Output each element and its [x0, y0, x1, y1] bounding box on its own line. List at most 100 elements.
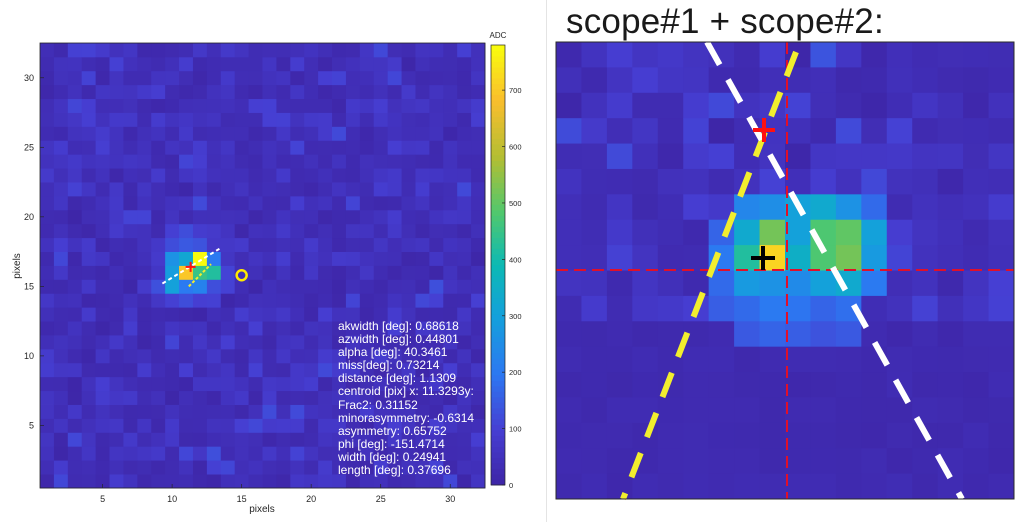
heatmap-cell — [40, 223, 55, 239]
zoom-heatmap-cell — [556, 473, 582, 500]
heatmap-cell — [457, 404, 472, 419]
zoom-heatmap-cell — [657, 118, 684, 145]
zoom-heatmap-cell — [912, 118, 939, 145]
heatmap-cell — [373, 209, 389, 225]
heatmap-cell — [165, 279, 180, 294]
zoom-heatmap-cell — [657, 92, 684, 119]
heatmap-cell — [457, 195, 472, 211]
heatmap-cell — [387, 209, 402, 225]
heatmap-cell — [81, 182, 97, 197]
heatmap-cell — [165, 112, 180, 127]
zoom-heatmap-cell — [581, 42, 608, 68]
heatmap-cell — [318, 307, 333, 322]
heatmap-cell — [137, 43, 152, 58]
heatmap-cell — [415, 140, 430, 155]
heatmap-cell — [471, 70, 486, 86]
heatmap-cell — [81, 195, 97, 211]
heatmap-cell — [53, 112, 69, 127]
heatmap-cell — [373, 390, 389, 405]
heatmap-cell — [151, 209, 166, 225]
heatmap-cell — [53, 70, 69, 86]
heatmap-cell — [359, 209, 375, 225]
heatmap-cell — [443, 348, 458, 364]
zoom-heatmap-cell — [937, 118, 964, 145]
heatmap-cell — [457, 376, 472, 392]
heatmap-cell — [109, 376, 124, 392]
heatmap-cell — [443, 279, 458, 294]
heatmap-cell — [290, 404, 305, 419]
heatmap-cell — [415, 432, 430, 447]
y-tick-label: 20 — [24, 212, 34, 222]
heatmap-cell — [345, 168, 361, 183]
heatmap-cell — [429, 70, 444, 86]
heatmap-cell — [123, 390, 138, 405]
heatmap-cell — [373, 43, 389, 58]
heatmap-cell — [359, 70, 375, 86]
heatmap-cell — [53, 251, 69, 266]
heatmap-cell — [40, 43, 55, 58]
heatmap-cell — [165, 182, 180, 197]
heatmap-cell — [81, 43, 97, 58]
heatmap-cell — [40, 98, 55, 113]
heatmap-cell — [220, 195, 236, 211]
heatmap-cell — [95, 265, 110, 280]
heatmap-cell — [415, 43, 430, 58]
zoom-heatmap-cell — [988, 295, 1015, 322]
heatmap-cell — [192, 140, 208, 155]
heatmap-cell — [373, 56, 389, 72]
heatmap-cell — [262, 154, 277, 169]
heatmap-cell — [304, 168, 319, 183]
zoom-heatmap-cell — [886, 168, 913, 195]
heatmap-cell — [373, 335, 389, 350]
heatmap-cell — [248, 168, 263, 183]
zoom-heatmap-cell — [683, 92, 710, 119]
heatmap-cell — [95, 348, 110, 364]
heatmap-cell — [443, 293, 458, 308]
heatmap-cell — [415, 223, 430, 239]
heatmap-cell — [248, 404, 263, 419]
heatmap-cell — [137, 182, 152, 197]
heatmap-cell — [248, 223, 263, 239]
heatmap-cell — [192, 404, 208, 419]
heatmap-cell — [67, 460, 83, 475]
x-tick-label: 25 — [376, 494, 386, 504]
heatmap-cell — [387, 223, 402, 239]
heatmap-cell — [304, 321, 319, 336]
heatmap-cell — [443, 307, 458, 322]
zoom-heatmap-cell — [683, 473, 710, 500]
heatmap-cell — [179, 43, 194, 58]
heatmap-cell — [109, 307, 124, 322]
heatmap-cell — [429, 209, 444, 225]
heatmap-cell — [248, 154, 263, 169]
heatmap-cell — [471, 84, 486, 100]
colorbar-segment — [491, 243, 505, 249]
heatmap-cell — [332, 70, 347, 86]
heatmap-cell — [429, 154, 444, 169]
heatmap-cell — [318, 265, 333, 280]
heatmap-cell — [345, 140, 361, 155]
scope2-axis-line — [704, 40, 965, 501]
colorbar-tick-label: 600 — [509, 143, 522, 152]
heatmap-cell — [415, 182, 430, 197]
heatmap-cell — [401, 126, 416, 141]
colorbar-tick-labels: 0 100 200 300 400 500 600 700 — [502, 86, 522, 490]
heatmap-cell — [457, 418, 472, 433]
heatmap-cell — [81, 335, 97, 350]
zoom-heatmap-cell — [683, 448, 710, 475]
heatmap-cell — [471, 98, 486, 113]
heatmap-cell — [318, 182, 333, 197]
heatmap-cell — [234, 307, 249, 322]
x-axis-label: pixels — [249, 504, 275, 515]
heatmap-cell — [318, 362, 333, 378]
heatmap-cell — [234, 446, 249, 461]
heatmap-cell — [332, 376, 347, 392]
heatmap-cell — [332, 432, 347, 447]
heatmap-cell — [248, 265, 263, 280]
zoom-heatmap-cell — [810, 321, 837, 348]
heatmap-cell — [359, 195, 375, 211]
heatmap-cell — [345, 390, 361, 405]
heatmap-cell — [471, 432, 486, 447]
zoom-heatmap-cell — [835, 245, 862, 271]
zoom-heatmap-cell — [606, 321, 633, 348]
heatmap-cell — [109, 474, 124, 489]
